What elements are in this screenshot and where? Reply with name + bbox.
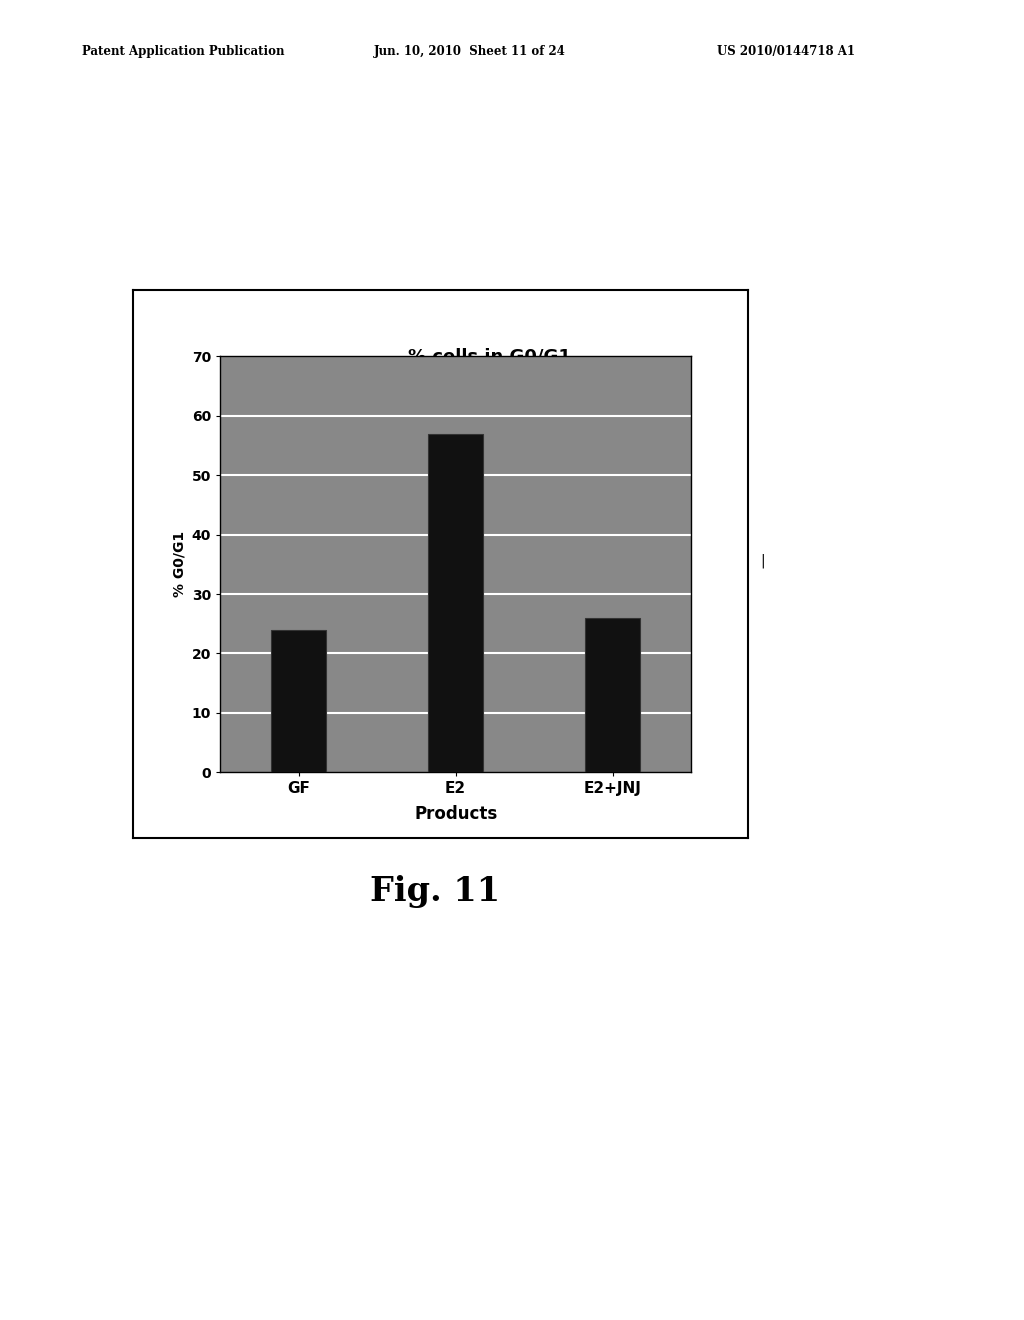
Bar	[428, 433, 483, 772]
Text: Jun. 10, 2010  Sheet 11 of 24: Jun. 10, 2010 Sheet 11 of 24	[374, 45, 565, 58]
Text: % cells in G0/G1: % cells in G0/G1	[408, 347, 571, 366]
Text: Fig. 11: Fig. 11	[370, 874, 501, 908]
X-axis label: Products: Products	[414, 805, 498, 822]
Text: |: |	[761, 554, 765, 568]
Bar	[271, 630, 326, 772]
Bar	[586, 618, 640, 772]
Text: Patent Application Publication: Patent Application Publication	[82, 45, 285, 58]
Text: US 2010/0144718 A1: US 2010/0144718 A1	[717, 45, 855, 58]
Y-axis label: % G0/G1: % G0/G1	[172, 531, 186, 598]
